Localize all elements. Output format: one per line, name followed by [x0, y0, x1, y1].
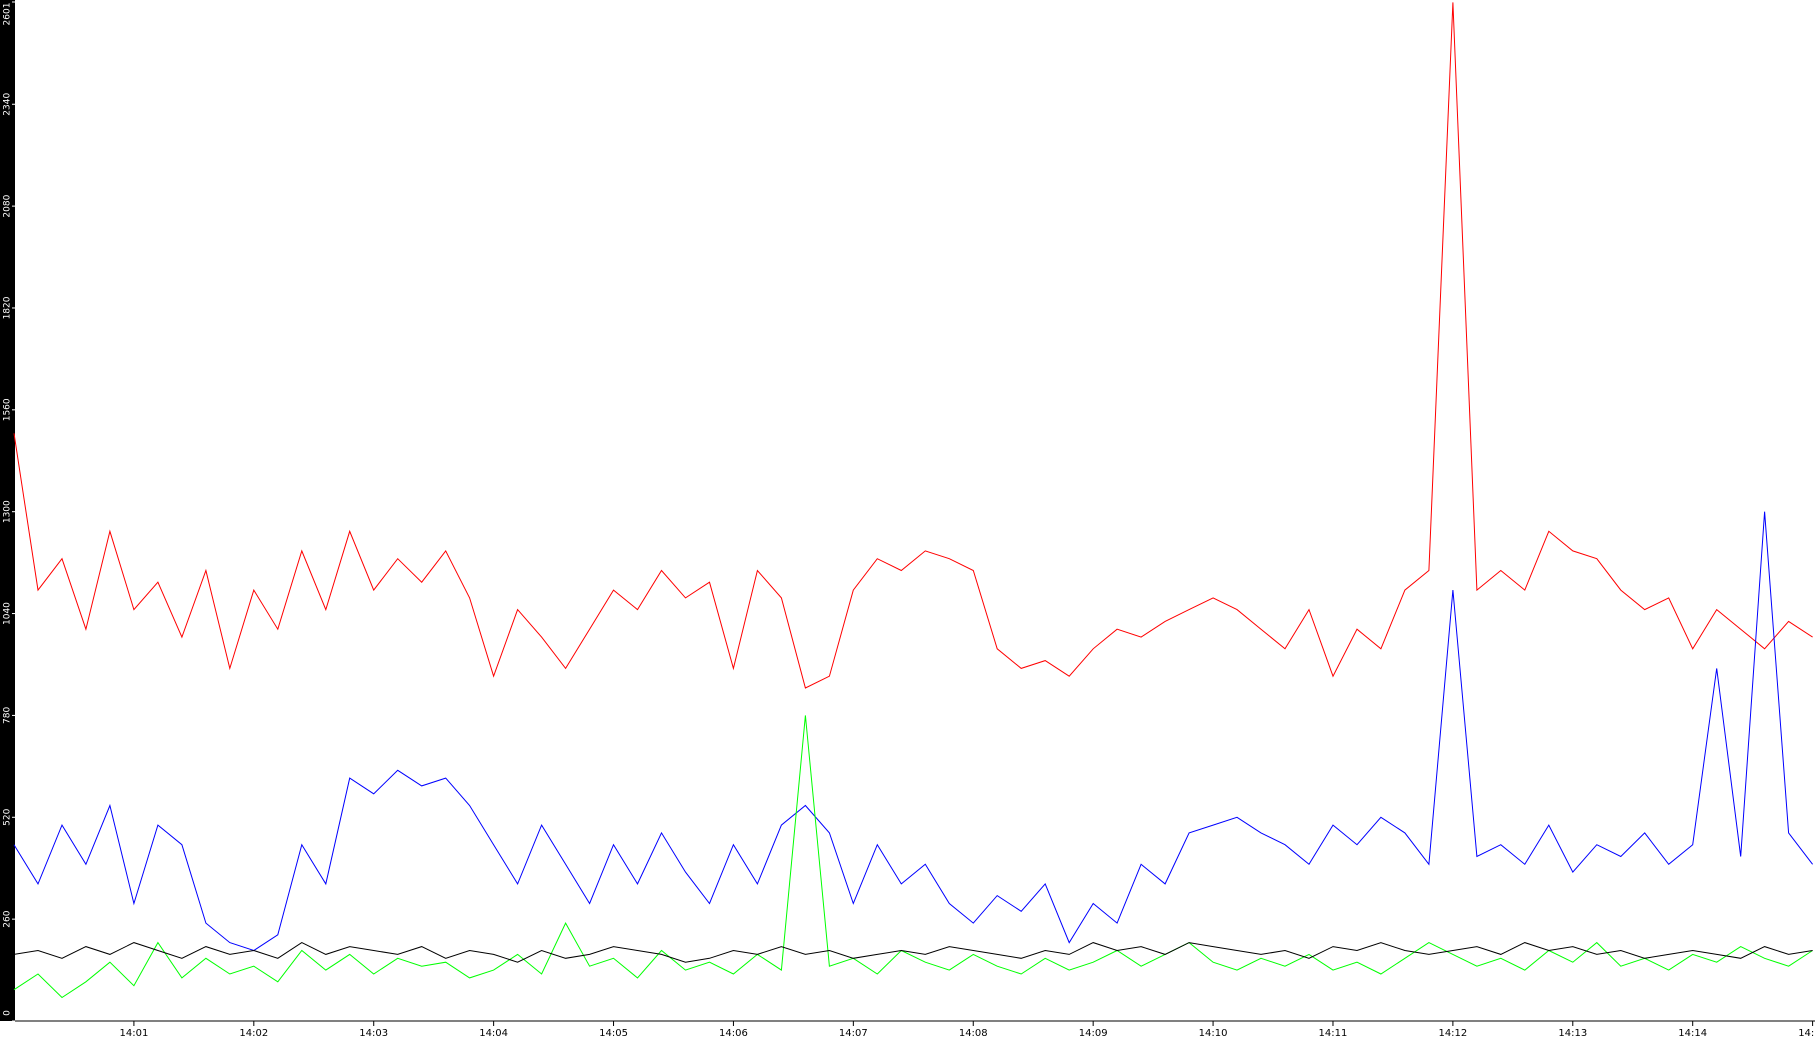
x-tick-label: 14:05 [599, 1028, 628, 1039]
x-tick-label: 14:15 [1798, 1028, 1815, 1039]
y-tick-label: 1820 [3, 296, 13, 319]
y-tick-label: 780 [3, 707, 13, 724]
series-line [13, 511, 1813, 952]
x-tick-label: 14:01 [119, 1028, 148, 1039]
x-tick-label: 14:13 [1558, 1028, 1587, 1039]
y-tick-label: 0 [3, 1010, 13, 1016]
x-tick-label: 14:03 [359, 1028, 388, 1039]
y-tick-label: 2601 [3, 3, 13, 26]
y-tick-label: 1040 [3, 602, 13, 625]
y-tick-label: 1560 [3, 398, 13, 421]
x-tick-label: 14:04 [479, 1028, 508, 1039]
series-line [13, 942, 1813, 963]
y-tick-label: 2080 [3, 194, 13, 217]
x-tick-label: 14:09 [1079, 1028, 1108, 1039]
x-tick-label: 14:02 [239, 1028, 268, 1039]
y-tick-label: 1300 [3, 500, 13, 523]
x-tick-label: 14:14 [1678, 1028, 1707, 1039]
x-tick-label: 14:11 [1319, 1028, 1348, 1039]
y-tick-label: 260 [3, 910, 13, 927]
y-axis-strip [0, 0, 15, 1021]
x-tick-label: 14:10 [1199, 1028, 1228, 1039]
x-tick-label: 14:06 [719, 1028, 748, 1039]
x-tick-label: 14:07 [839, 1028, 868, 1039]
x-tick-label: 14:08 [959, 1028, 988, 1039]
series-line [13, 2, 1813, 689]
y-tick-label: 2340 [3, 93, 13, 116]
y-tick-label: 520 [3, 808, 13, 825]
x-tick-label: 14:12 [1438, 1028, 1467, 1039]
series-line [13, 715, 1813, 999]
